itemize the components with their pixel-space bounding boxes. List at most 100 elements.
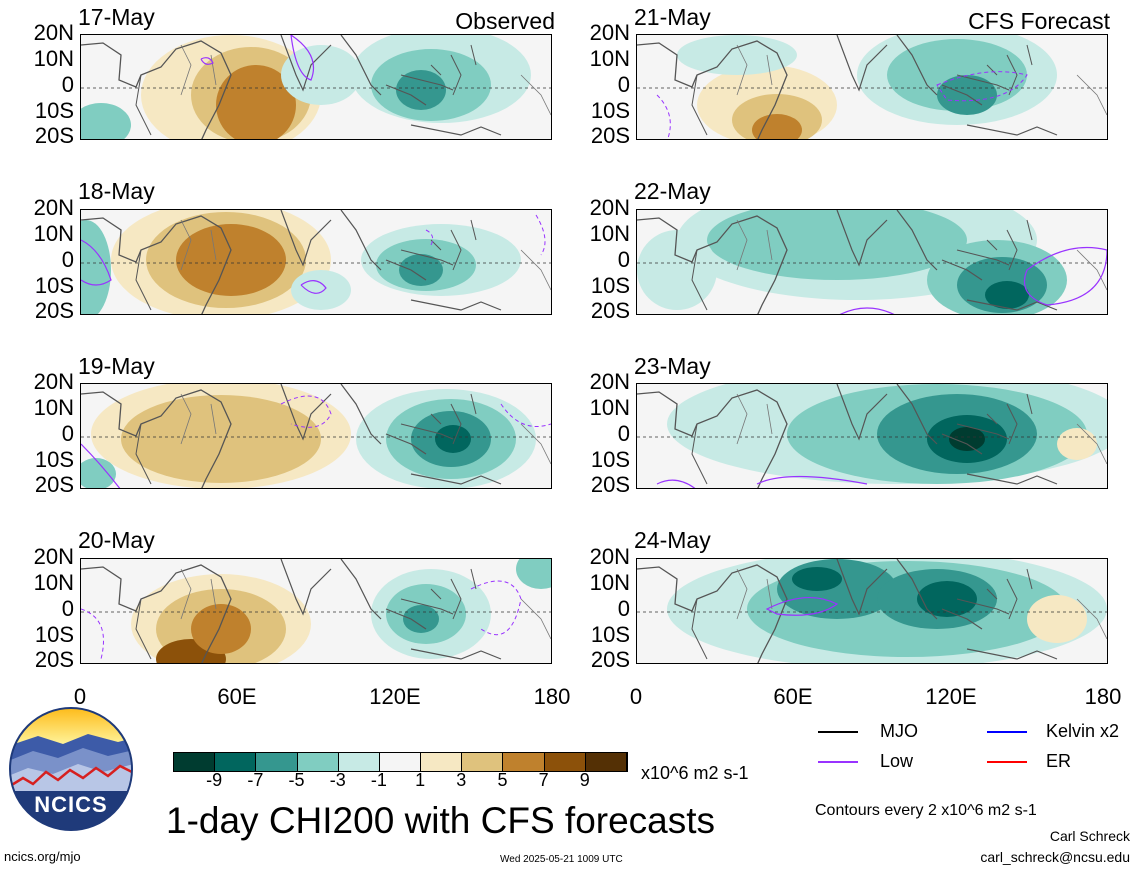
colorbar-swatch — [421, 753, 463, 771]
panel-date-left-1: 17-May — [78, 4, 155, 30]
contours-note: Contours every 2 x10^6 m2 s-1 — [815, 802, 1037, 819]
colorbar-tick-label: -1 — [370, 770, 387, 790]
footer-url[interactable]: ncics.org/mjo — [4, 849, 81, 864]
lat-label: 20S — [590, 298, 630, 323]
lat-label: 10S — [34, 98, 74, 123]
legend-label-kelvin: Kelvin x2 — [1046, 721, 1120, 741]
ncics-logo: NCICS — [8, 706, 134, 832]
legend-label-low: Low — [880, 751, 914, 771]
lon-label-right-0: 0 — [629, 684, 643, 709]
colorbar-swatch — [174, 753, 216, 771]
lon-label-right-180: 180 — [1084, 684, 1122, 709]
colorbar-swatch — [462, 753, 504, 771]
colorbar-tick-label: -9 — [206, 770, 223, 790]
lat-label: 10S — [590, 98, 630, 123]
lon-label-left-120e: 120E — [369, 684, 421, 709]
legend-label-mjo: MJO — [880, 721, 918, 741]
map-panel-21-may — [636, 34, 1108, 140]
panel-date-right-1: 21-May — [634, 4, 711, 30]
footer-email[interactable]: carl_schreck@ncsu.edu — [980, 849, 1130, 865]
lat-label: 20N — [33, 20, 74, 45]
colorbar-swatch — [338, 753, 380, 771]
lat-label: 20N — [33, 544, 74, 569]
lat-label: 10N — [589, 46, 630, 71]
lat-label: 10S — [590, 273, 630, 298]
colorbar-tick-label: 9 — [579, 770, 590, 790]
map-panel-24-may — [636, 558, 1108, 664]
panel-date-right-2: 22-May — [634, 178, 711, 204]
observed-title: Observed — [455, 8, 555, 34]
colorbar-tick-label: 1 — [415, 770, 426, 790]
colorbar-swatch — [503, 753, 545, 771]
footer-author: Carl Schreck — [1049, 828, 1130, 844]
colorbar-swatch — [544, 753, 586, 771]
lat-label: 10N — [33, 395, 74, 420]
colorbar-tick-label: 5 — [497, 770, 508, 790]
legend-line-mjo — [818, 731, 858, 733]
lat-label: 0 — [61, 247, 74, 272]
map-panel-23-may — [636, 383, 1108, 489]
lat-label: 20N — [33, 369, 74, 394]
lat-label: 20N — [589, 369, 630, 394]
colorbar-tick-label: -7 — [247, 770, 264, 790]
colorbar-tick-label: 7 — [538, 770, 549, 790]
lat-label: 10N — [33, 46, 74, 71]
legend-label-er: ER — [1046, 751, 1072, 771]
map-panel-18-may — [80, 209, 552, 315]
lat-label: 0 — [61, 596, 74, 621]
figure-title: 1-day CHI200 with CFS forecasts — [166, 800, 716, 841]
colorbar-tick-label: 3 — [456, 770, 467, 790]
panel-date-left-2: 18-May — [78, 178, 155, 204]
colorbar-swatch — [297, 753, 339, 771]
lon-label-left-60e: 60E — [217, 684, 257, 709]
lat-label: 20N — [33, 195, 74, 220]
lat-label: 20S — [34, 298, 74, 323]
lat-label: 0 — [61, 421, 74, 446]
colorbar — [173, 752, 628, 772]
map-panel-22-may — [636, 209, 1108, 315]
colorbar-tick-label: -3 — [329, 770, 346, 790]
lat-label: 10N — [33, 570, 74, 595]
map-panel-20-may — [80, 558, 552, 664]
lat-label: 0 — [617, 247, 630, 272]
lat-label: 20S — [590, 472, 630, 497]
lat-label: 10S — [34, 273, 74, 298]
lat-label: 10N — [33, 221, 74, 246]
lon-label-right-120e: 120E — [925, 684, 977, 709]
lat-label: 10S — [34, 447, 74, 472]
lat-label: 10S — [34, 622, 74, 647]
legend-line-low — [818, 761, 858, 763]
lat-label: 20N — [589, 544, 630, 569]
cfs-forecast-title: CFS Forecast — [968, 8, 1110, 34]
logo-text: NCICS — [34, 792, 108, 817]
lon-label-left-180: 180 — [533, 684, 571, 709]
map-panel-19-may — [80, 383, 552, 489]
lon-label-right-60e: 60E — [773, 684, 813, 709]
lat-label: 0 — [61, 72, 74, 97]
colorbar-swatch — [256, 753, 298, 771]
lon-label-left-0: 0 — [73, 684, 87, 709]
lat-label: 10N — [589, 570, 630, 595]
lat-label: 10S — [590, 622, 630, 647]
colorbar-swatch — [215, 753, 257, 771]
panel-date-left-3: 19-May — [78, 353, 155, 379]
lat-label: 20N — [589, 20, 630, 45]
panel-date-right-3: 23-May — [634, 353, 711, 379]
map-panel-17-may — [80, 34, 552, 140]
colorbar-swatch — [585, 753, 627, 771]
lat-label: 10N — [589, 221, 630, 246]
panel-date-right-4: 24-May — [634, 527, 711, 553]
legend-line-kelvin — [987, 731, 1027, 733]
lat-label: 0 — [617, 596, 630, 621]
lat-label: 0 — [617, 421, 630, 446]
footer-timestamp: Wed 2025-05-21 1009 UTC — [500, 854, 623, 865]
panel-date-left-4: 20-May — [78, 527, 155, 553]
lat-label: 10S — [590, 447, 630, 472]
lat-label: 20S — [34, 472, 74, 497]
colorbar-tick-label: -5 — [288, 770, 305, 790]
lat-label: 0 — [617, 72, 630, 97]
lat-label: 20S — [34, 647, 74, 672]
lat-label: 20S — [590, 647, 630, 672]
colorbar-units: x10^6 m2 s-1 — [641, 763, 749, 783]
colorbar-swatch — [379, 753, 422, 771]
